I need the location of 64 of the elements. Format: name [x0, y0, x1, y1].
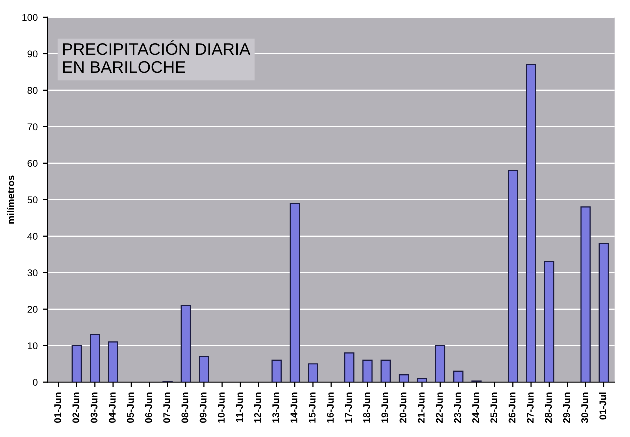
x-tick-label: 13-Jun: [272, 392, 280, 423]
y-tick-label: 100: [22, 14, 38, 22]
x-tick-label: 21-Jun: [418, 392, 425, 424]
y-tick-label: 80: [28, 87, 38, 94]
bar: [180, 305, 192, 382]
bar: [417, 378, 428, 382]
x-tick-label: 17-Jun: [345, 392, 352, 423]
bar: [308, 364, 318, 382]
bar: [108, 342, 118, 382]
bar: [272, 360, 282, 382]
x-tick-label: 19-Jun: [382, 392, 389, 423]
x-tick-label: 28-Jun: [545, 392, 552, 424]
y-tick-label: 60: [28, 160, 38, 168]
bar: [580, 206, 591, 382]
x-tick-label: 14-Jun: [290, 392, 298, 423]
x-tick-label: 24-Jun: [472, 392, 480, 424]
x-tick-label: 06-Jun: [145, 392, 152, 424]
y-tick-label: 90: [28, 50, 38, 58]
bar: [72, 345, 82, 382]
y-tick-label: 10: [28, 342, 38, 350]
bar: [526, 64, 536, 382]
y-tick-label: 20: [28, 306, 38, 314]
x-tick-label: 11-Jun: [236, 392, 244, 422]
x-tick-label: 25-Jun: [490, 392, 498, 424]
y-tick-label: 0: [33, 379, 38, 386]
bar: [453, 370, 464, 382]
bar: [290, 203, 300, 382]
y-tick-label: 70: [28, 124, 38, 131]
x-tick-label: 10-Jun: [218, 392, 225, 423]
x-tick-label: 20-Jun: [400, 392, 407, 424]
bar: [435, 345, 446, 382]
text: PRECIPITACIÓN DIARIA EN BARILOCHE: [63, 40, 251, 74]
y-tick-label: 50: [28, 196, 38, 204]
bar: [380, 360, 391, 382]
x-tick-label: 26-Jun: [508, 392, 516, 424]
bar: [598, 243, 610, 382]
x-tick-label: 05-Jun: [127, 392, 134, 424]
x-tick-label: 07-Jun: [164, 392, 170, 424]
y-tick-label: 40: [28, 233, 38, 240]
x-tick-label: 18-Jun: [363, 392, 370, 423]
bar: [90, 334, 100, 382]
x-tick-label: 01-Jun: [54, 392, 62, 424]
bar: [344, 352, 355, 382]
x-tick-label: 29-Jun: [563, 392, 570, 424]
x-tick-label: 23-Jun: [454, 392, 462, 424]
x-tick-label: 08-Jun: [182, 392, 189, 424]
x-tick-label: 04-Jun: [109, 392, 116, 424]
y-tick-label: 30: [28, 270, 38, 277]
x-tick-label: 03-Jun: [90, 392, 98, 424]
x-tick-label: 30-Jun: [582, 392, 588, 424]
x-tick-label: 15-Jun: [309, 392, 316, 423]
bar: [199, 356, 210, 382]
bar: [362, 360, 373, 382]
x-tick-label: 22-Jun: [436, 392, 444, 424]
bar: [508, 170, 518, 382]
x-tick-label: 01-Jul: [599, 392, 607, 420]
x-tick-label: 12-Jun: [254, 392, 262, 423]
x-tick-label: 16-Jun: [327, 392, 334, 423]
x-tick-label: 02-Jun: [72, 392, 80, 424]
x-tick-label: 27-Jun: [527, 392, 534, 424]
bar: [398, 374, 410, 382]
x-tick-label: 09-Jun: [200, 392, 207, 424]
y-axis-title: milímetros: [7, 176, 14, 224]
bar: [544, 261, 555, 382]
